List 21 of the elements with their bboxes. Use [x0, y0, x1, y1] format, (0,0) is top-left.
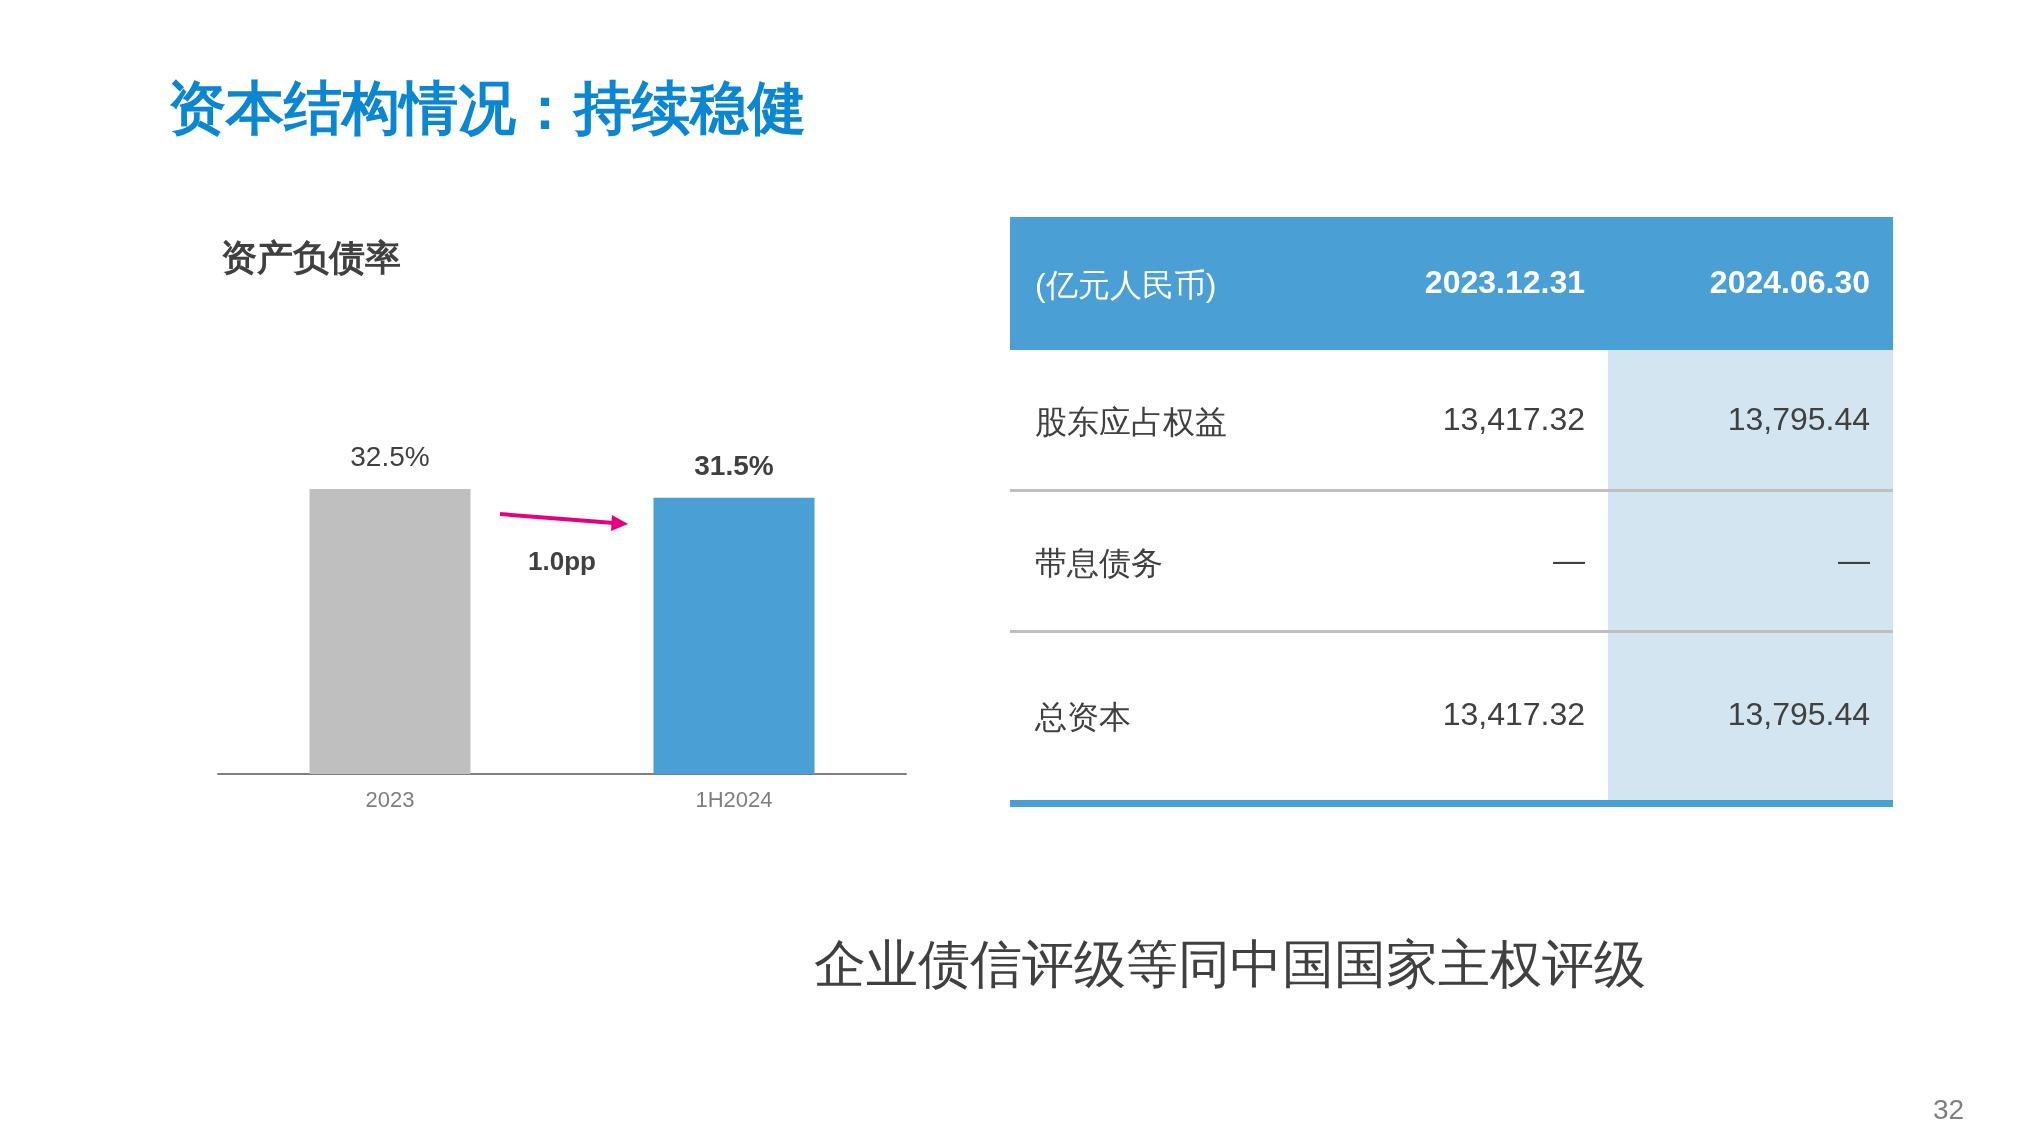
text: 13,417.32: [1441, 400, 1585, 438]
text: 13,795.44: [1726, 400, 1870, 438]
text: 13,417.32: [1441, 696, 1585, 733]
text: 2023.12.31: [1423, 263, 1585, 301]
text: —: [1837, 541, 1870, 579]
text: 股东应占权益: [1035, 402, 1227, 442]
text: 企业债信评级等同中国国家主权评级: [814, 934, 1646, 995]
text: (亿元人民币): [1035, 265, 1217, 305]
data-label: 32.5%: [350, 441, 430, 473]
data-label: 31.5%: [694, 450, 774, 482]
chart-subtitle: 资产负债率: [221, 236, 401, 280]
text: —: [1552, 541, 1585, 579]
x-tick-label: 1H2024: [695, 786, 773, 812]
text: 32: [1933, 1094, 1965, 1126]
text: 总资本: [1035, 698, 1131, 737]
chart-title: 资本结构情况：持续稳健: [168, 74, 806, 142]
text: 2024.06.30: [1708, 263, 1870, 301]
text: 13,795.44: [1726, 696, 1870, 733]
text: 带息债务: [1035, 543, 1163, 583]
annotation: 1.0pp: [528, 546, 596, 577]
x-tick-label: 2023: [365, 786, 415, 812]
